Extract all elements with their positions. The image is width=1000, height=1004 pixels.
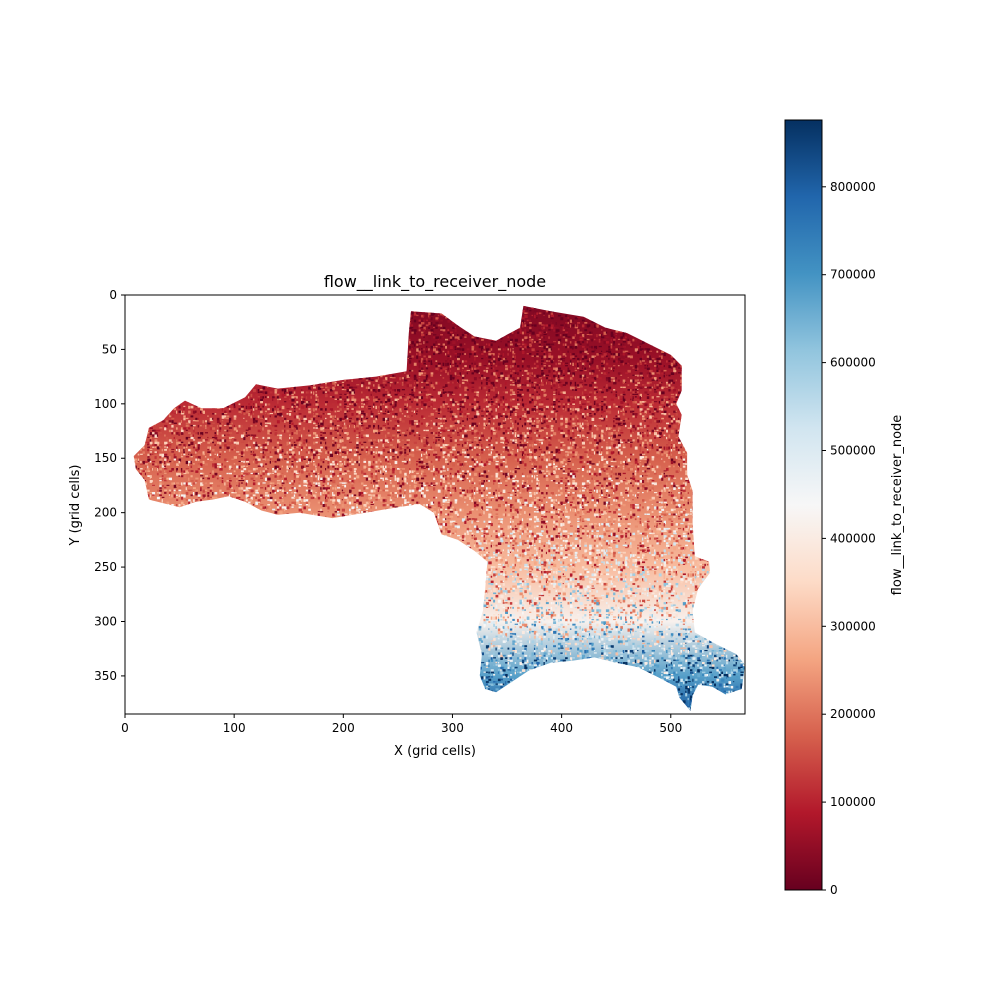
y-tick-label: 50 [102,342,117,356]
colorbar-tick-label: 800000 [830,180,876,194]
colorbar-tick-label: 0 [830,883,838,897]
x-tick-label: 100 [223,721,246,735]
y-axis-label: Y (grid cells) [68,465,83,547]
y-tick-label: 350 [94,669,117,683]
chart-title: flow__link_to_receiver_node [324,272,546,292]
x-axis-label: X (grid cells) [394,744,476,759]
x-tick-label: 500 [659,721,682,735]
colorbar-tick-label: 200000 [830,707,876,721]
colorbar [785,120,822,890]
y-tick-label: 300 [94,614,117,628]
colorbar-tick-label: 600000 [830,356,876,370]
y-tick-label: 250 [94,560,117,574]
x-tick-label: 300 [441,721,464,735]
colorbar-tick-label: 300000 [830,619,876,633]
heatmap-raster [125,295,746,716]
x-axis: 0 100 200 300 400 500 [121,714,682,735]
colorbar-tick-label: 700000 [830,268,876,282]
y-tick-label: 0 [109,288,117,302]
colorbar-tick-label: 500000 [830,444,876,458]
colorbar-label: flow__link_to_receiver_node [890,415,905,596]
y-tick-label: 200 [94,506,117,520]
y-axis: 0 50 100 150 200 250 300 350 [94,288,125,683]
y-tick-label: 100 [94,397,117,411]
colorbar-tick-label: 100000 [830,795,876,809]
x-tick-label: 200 [332,721,355,735]
colorbar-axis: 0 100000 200000 300000 400000 500000 600000 700… [822,180,876,897]
y-tick-label: 150 [94,451,117,465]
colorbar-tick-label: 400000 [830,531,876,545]
x-tick-label: 400 [550,721,573,735]
x-tick-label: 0 [121,721,129,735]
